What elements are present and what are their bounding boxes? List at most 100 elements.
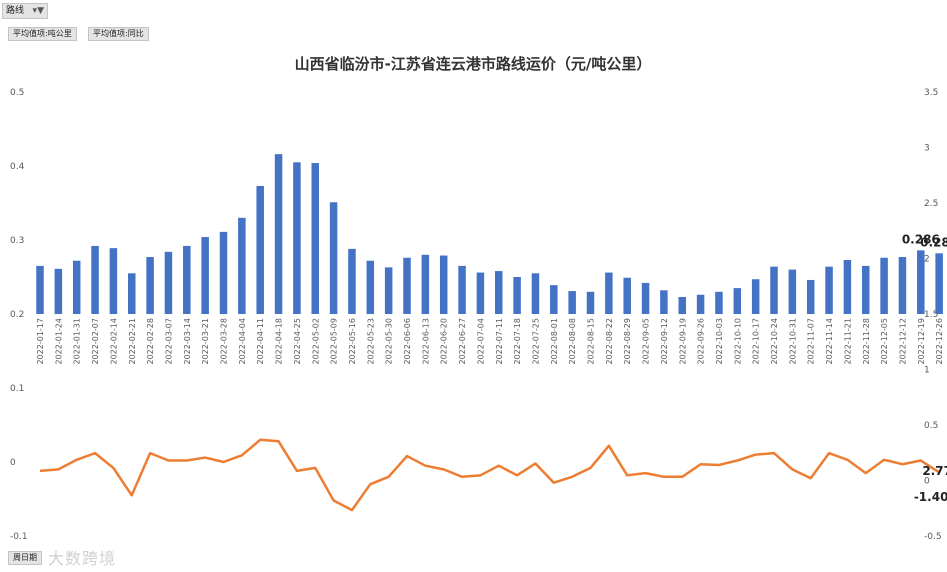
- bar: [54, 268, 63, 314]
- right-tick-label: 2: [924, 255, 930, 265]
- watermark: 大数跨境: [48, 549, 117, 568]
- left-axis: 0.5 0.4 0.3 0.2 0.1 0 -0.1: [10, 88, 28, 542]
- left-tick-label: 0.1: [10, 384, 24, 394]
- bar: [935, 253, 943, 314]
- bar: [293, 162, 301, 314]
- bar: [696, 294, 705, 314]
- x-tick-label: 2022-04-11: [256, 318, 265, 365]
- bar: [219, 231, 228, 314]
- bar: [641, 282, 650, 314]
- x-tick-label: 2022-07-18: [513, 318, 522, 365]
- bar: [495, 271, 503, 314]
- x-tick-label: 2022-07-25: [531, 318, 540, 365]
- x-tick-label: 2022-05-02: [311, 318, 320, 365]
- bar: [678, 296, 686, 314]
- field-button-ton-km[interactable]: 平均值项:吨公里: [8, 27, 77, 41]
- x-tick-label: 2022-03-28: [220, 318, 229, 365]
- bar: [513, 277, 521, 314]
- x-tick-label: 2022-09-12: [660, 318, 669, 365]
- x-tick-label: 2022-06-27: [458, 318, 467, 365]
- right-tick-label: -0.5: [924, 532, 942, 542]
- bar: [568, 291, 576, 314]
- x-tick-label: 2022-10-24: [770, 318, 779, 365]
- yoy-line: [39, 438, 940, 512]
- line-series: [39, 438, 940, 512]
- bar: [146, 257, 154, 314]
- left-tick-label: 0: [10, 458, 16, 468]
- line-data-label: 2.77%: [922, 464, 947, 478]
- bar: [660, 290, 668, 314]
- x-tick-label: 2022-09-05: [642, 318, 651, 365]
- x-tick-label: 2022-01-17: [36, 318, 45, 365]
- field-button-yoy[interactable]: 平均值项:同比: [88, 27, 149, 41]
- right-tick-label: 0.5: [924, 421, 938, 431]
- x-tick-label: 2022-10-31: [788, 318, 797, 365]
- x-tick-label: 2022-03-21: [201, 318, 210, 365]
- bar: [311, 163, 319, 314]
- bar: [788, 269, 797, 314]
- x-tick-label: 2022-11-14: [825, 318, 834, 365]
- chart-title: 山西省临汾市-江苏省连云港市路线运价（元/吨公里）: [295, 55, 652, 73]
- bar: [72, 260, 81, 314]
- bar: [109, 248, 118, 314]
- bar: [733, 288, 742, 314]
- right-tick-label: 3: [924, 144, 930, 154]
- bar: [91, 245, 99, 314]
- bar: [256, 185, 264, 314]
- x-tick-label: 2022-12-12: [898, 318, 907, 365]
- bar: [586, 291, 595, 314]
- bar-data-label: 0.286: [902, 232, 940, 246]
- right-axis: 3.5 3 2.5 2 1.5 1 0.5 0 -0.5: [924, 88, 942, 542]
- x-tick-label: 2022-03-14: [183, 318, 192, 365]
- left-tick-label: 0.3: [10, 236, 24, 246]
- bar: [164, 251, 173, 314]
- x-tick-label: 2022-02-28: [146, 318, 155, 365]
- right-tick-label: 2.5: [924, 199, 938, 209]
- left-tick-label: 0.5: [10, 88, 24, 98]
- x-tick-label: 2022-11-07: [807, 318, 816, 365]
- bar: [880, 257, 888, 314]
- bar: [605, 272, 613, 314]
- left-tick-label: 0.4: [10, 162, 25, 172]
- left-tick-label: -0.1: [10, 532, 28, 542]
- bar-series: [36, 154, 943, 314]
- x-tick-label: 2022-04-18: [275, 318, 284, 365]
- bar-data-label: 0.282: [920, 235, 947, 249]
- x-tick-label: 2022-09-19: [678, 318, 687, 365]
- x-tick-label: 2022-01-31: [73, 318, 82, 365]
- filter-label: 路线: [6, 6, 25, 16]
- x-tick-label: 2022-11-21: [843, 318, 852, 365]
- bar: [843, 259, 852, 314]
- bar: [715, 291, 723, 314]
- bar: [623, 277, 631, 314]
- x-tick-label: 2022-06-13: [421, 318, 430, 365]
- x-tick-label: 2022-12-19: [917, 318, 926, 365]
- x-tick-label: 2022-04-25: [293, 318, 302, 365]
- x-tick-label: 2022-05-09: [330, 318, 339, 365]
- bar: [36, 265, 44, 314]
- bar: [550, 285, 558, 314]
- x-tick-label: 2022-08-01: [550, 318, 559, 365]
- bar: [421, 254, 430, 314]
- bar: [348, 248, 356, 314]
- x-tick-label: 2022-09-26: [697, 318, 706, 365]
- x-tick-label: 2022-05-16: [348, 318, 357, 365]
- bar: [274, 154, 283, 314]
- x-tick-label: 2022-01-24: [54, 318, 63, 365]
- x-tick-label: 2022-12-26: [935, 318, 944, 365]
- axis-field-button-week[interactable]: 周日期: [8, 551, 42, 565]
- x-axis: 2022-01-17 2022-01-24 2022-01-31 2022-02-07…: [36, 318, 944, 365]
- x-tick-label: 2022-08-22: [605, 318, 614, 365]
- bar: [384, 267, 393, 314]
- bar: [329, 202, 338, 314]
- x-tick-label: 2022-02-07: [91, 318, 100, 365]
- bar: [183, 245, 191, 314]
- bar: [898, 257, 907, 314]
- x-tick-label: 2022-06-06: [403, 318, 412, 365]
- x-tick-label: 2022-10-03: [715, 318, 724, 365]
- bar: [366, 260, 375, 314]
- filter-button-route[interactable]: 路线 ▾▼: [2, 3, 48, 19]
- bar: [439, 255, 448, 314]
